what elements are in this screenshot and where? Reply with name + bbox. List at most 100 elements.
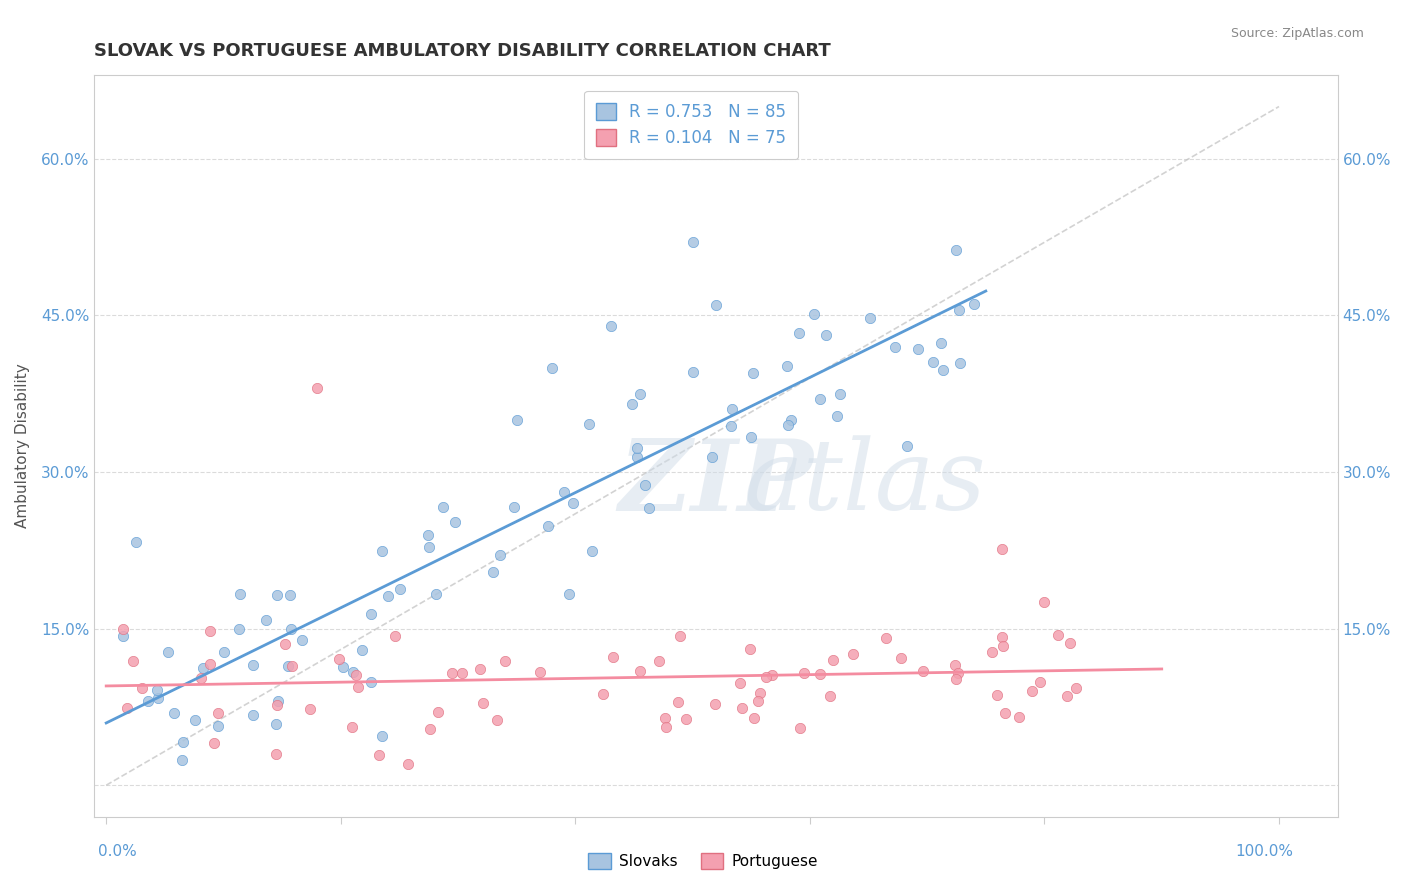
Point [190,671,212,685]
Point [183,713,205,727]
Point [1033,595,1056,609]
Point [389,582,412,597]
Point [229,587,252,601]
Point [721,401,744,416]
Point [896,439,918,453]
Point [291,633,314,648]
Point [266,747,288,761]
Text: Source: ZipAtlas.com: Source: ZipAtlas.com [1230,27,1364,40]
Point [578,417,600,432]
Point [267,693,290,707]
Legend: R = 0.753   N = 85, R = 0.104   N = 75: R = 0.753 N = 85, R = 0.104 N = 75 [585,91,799,159]
Point [592,688,614,702]
Point [700,450,723,464]
Point [776,359,799,373]
Point [191,661,214,675]
Point [602,649,624,664]
Point [730,701,752,715]
Point [115,701,138,715]
Point [626,450,648,465]
Point [720,419,742,434]
Point [675,712,697,726]
Point [628,386,651,401]
Point [749,686,772,700]
Point [728,675,751,690]
Point [1046,628,1069,642]
Point [945,673,967,687]
Point [742,711,765,725]
Point [172,734,194,748]
Legend: Slovaks, Portuguese: Slovaks, Portuguese [582,847,824,875]
Point [505,413,527,427]
Point [280,588,302,602]
Point [803,307,825,321]
Point [537,518,560,533]
Point [471,697,494,711]
Text: 0.0%: 0.0% [98,845,138,859]
Text: ZIP: ZIP [619,434,814,532]
Point [529,665,551,680]
Point [131,681,153,695]
Point [418,540,440,554]
Point [111,622,134,636]
Point [830,387,852,401]
Point [332,659,354,673]
Text: atlas: atlas [744,435,987,531]
Point [599,318,621,333]
Point [1066,681,1088,695]
Point [242,708,264,723]
Point [307,381,329,395]
Point [931,336,953,351]
Point [994,706,1017,720]
Text: SLOVAK VS PORTUGUESE AMBULATORY DISABILITY CORRELATION CHART: SLOVAK VS PORTUGUESE AMBULATORY DISABILI… [94,42,831,60]
Point [980,645,1002,659]
Point [875,632,897,646]
Point [212,645,235,659]
Point [377,589,399,603]
Point [808,392,831,406]
Point [890,650,912,665]
Point [932,363,955,377]
Point [266,588,288,602]
Point [254,613,277,627]
Point [494,654,516,668]
Point [277,659,299,673]
Point [963,297,986,311]
Point [1056,690,1078,704]
Point [943,657,966,672]
Point [740,641,762,656]
Point [761,668,783,682]
Point [384,629,406,643]
Point [122,654,145,668]
Point [668,629,690,643]
Point [342,665,364,679]
Point [207,706,229,720]
Point [299,702,322,716]
Point [440,666,463,681]
Point [814,328,837,343]
Point [626,442,648,456]
Point [444,515,467,529]
Point [481,565,503,579]
Point [371,543,394,558]
Point [396,757,419,772]
Point [948,666,970,681]
Point [740,429,762,443]
Point [808,667,831,681]
Point [281,659,304,673]
Point [704,697,727,711]
Point [1059,636,1081,650]
Point [789,721,811,735]
Point [558,586,581,600]
Y-axis label: Ambulatory Disability: Ambulatory Disability [15,364,30,528]
Point [451,665,474,680]
Point [541,360,564,375]
Point [779,413,801,427]
Point [682,366,704,380]
Point [347,680,370,694]
Point [360,674,382,689]
Point [328,652,350,666]
Point [704,298,727,312]
Point [419,723,441,737]
Point [666,695,689,709]
